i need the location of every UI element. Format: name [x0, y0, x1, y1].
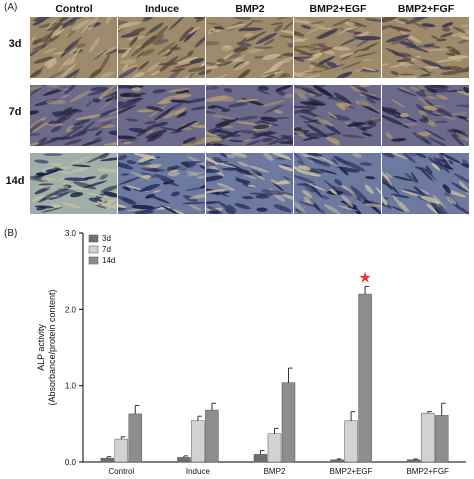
micrograph-induce-3d — [118, 17, 205, 78]
bar-bmp2-3d — [253, 454, 268, 463]
bar-bmp2-fgf-3d — [406, 459, 421, 463]
micrograph-control-14d — [30, 153, 117, 214]
micrograph-bmp2-fgf-7d — [382, 85, 469, 146]
micrograph-bmp2-fgf-3d — [382, 17, 469, 78]
column-header-bmp2: BMP2 — [235, 3, 265, 15]
x-tick-label-control: Control — [108, 467, 134, 476]
panel-a-label: (A) — [4, 2, 18, 13]
bar-bmp2-14d — [281, 382, 296, 463]
bar-control-3d — [100, 457, 115, 463]
bar-bmp2-fgf-7d — [420, 412, 435, 463]
y-axis-label: ALP activity — [36, 324, 46, 371]
legend-label-7d: 7d — [102, 245, 111, 254]
bar-induce-7d — [191, 420, 205, 463]
column-header-bmp2-fgf: BMP2+FGF — [397, 3, 455, 15]
y-axis-label-unit: (Absorbance/protein content) — [47, 289, 57, 405]
micrograph-control-3d — [30, 17, 117, 78]
x-tick-label-bmp2-fgf: BMP2+FGF — [406, 467, 449, 476]
bar-induce-3d — [177, 457, 191, 463]
micrograph-bmp2-egf-3d — [294, 17, 381, 78]
micrograph-bmp2-14d — [206, 153, 293, 214]
column-header-induce: Induce — [145, 3, 179, 15]
bar-control-7d — [114, 438, 129, 463]
row-header-7d: 7d — [8, 106, 22, 118]
micrograph-control-7d — [30, 85, 117, 146]
legend-swatch-14d — [88, 256, 99, 265]
bar-bmp2-egf-3d — [330, 459, 344, 463]
bar-control-14d — [128, 413, 143, 463]
alp-activity-chart: 0.0 1.0 2.0 3.0 ALP activity (Absorbance/prot… — [36, 229, 466, 476]
significance-star: ★ — [358, 269, 371, 286]
bar-induce-14d — [205, 409, 219, 463]
panel-b-label: (B) — [4, 228, 18, 239]
micrograph-induce-14d — [118, 153, 205, 214]
legend-label-14d: 14d — [102, 256, 115, 265]
column-header-bmp2-egf: BMP2+EGF — [309, 3, 367, 15]
y-tick-label: 1.0 — [65, 382, 77, 391]
column-header-control: Control — [55, 3, 93, 15]
row-header-3d: 3d — [8, 38, 22, 50]
micrograph-bmp2-egf-7d — [294, 85, 381, 146]
bar-bmp2-7d — [267, 433, 282, 463]
x-tick-label-induce: Induce — [186, 467, 211, 476]
micrograph-bmp2-egf-14d — [294, 153, 381, 214]
y-tick-label: 0.0 — [65, 458, 77, 467]
micrograph-bmp2-7d — [206, 85, 293, 146]
micrograph-bmp2-3d — [206, 17, 293, 78]
y-tick-label: 3.0 — [65, 229, 77, 238]
row-header-14d: 14d — [5, 175, 25, 187]
legend-swatch-7d — [88, 245, 99, 254]
bar-bmp2-egf-14d — [358, 293, 372, 463]
y-tick-label: 2.0 — [65, 305, 77, 314]
legend-swatch-3d — [88, 234, 99, 243]
micrograph-induce-7d — [118, 85, 205, 146]
bar-bmp2-fgf-14d — [434, 415, 449, 463]
micrograph-bmp2-fgf-14d — [382, 153, 469, 214]
x-tick-label-bmp2-egf: BMP2+EGF — [330, 467, 373, 476]
bar-bmp2-egf-7d — [344, 420, 358, 463]
x-tick-label-bmp2: BMP2 — [264, 467, 286, 476]
legend-label-3d: 3d — [102, 234, 111, 243]
